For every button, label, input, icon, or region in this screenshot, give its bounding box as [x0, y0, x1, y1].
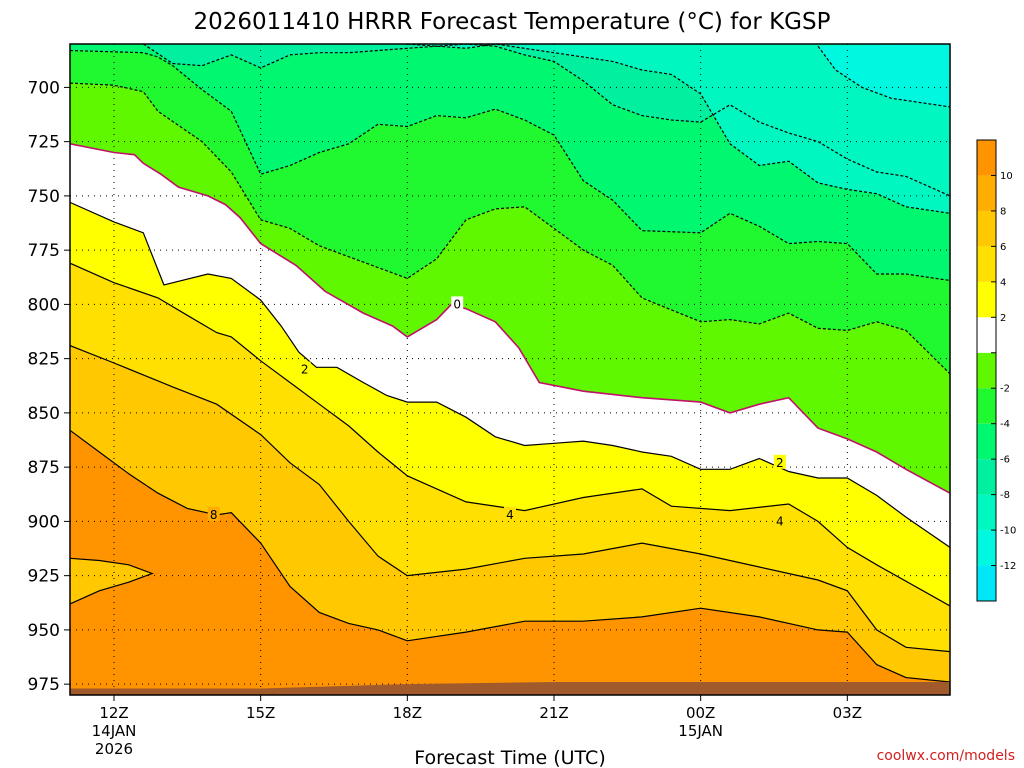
isotherm-lines [70, 44, 950, 683]
contour-label-4C: 4 [506, 508, 514, 522]
colorbar-swatch [977, 530, 996, 566]
isotherm-4C [70, 262, 950, 607]
contour-label-bg [451, 296, 464, 311]
colorbar-swatch [977, 281, 996, 318]
ytick-label-875: 875 [28, 458, 60, 478]
ytick-label-750: 750 [28, 187, 60, 207]
contour-label-0C: 0 [453, 297, 461, 311]
colorbar-swatch [977, 352, 996, 389]
colorbar-label--4: -4 [1000, 419, 1010, 430]
xtick-label-00z: 00Z [686, 704, 715, 722]
fill-band-above-8C [70, 558, 153, 604]
colorbar-label--8: -8 [1000, 490, 1010, 501]
colorbar-swatch [977, 210, 996, 247]
xtick-label-15jan: 15JAN [678, 722, 723, 740]
ytick-label-800: 800 [28, 295, 60, 315]
xtick-label-21z: 21Z [539, 704, 568, 722]
colorbar-swatch [977, 565, 996, 601]
ytick-label-775: 775 [28, 241, 60, 261]
contour-label-bg [773, 454, 786, 469]
contour-labels: 8 4 2 0 2 4 [207, 296, 786, 528]
colorbar-label-10: 10 [1000, 171, 1013, 182]
colorbar-label--12: -12 [1000, 561, 1016, 572]
isotherm--6C [142, 44, 950, 197]
colorbar-frame [976, 139, 997, 602]
contour-label-bg [298, 361, 311, 376]
xtick-label-2026: 2026 [95, 740, 133, 758]
ytick-label-975: 975 [28, 675, 60, 695]
credit-link[interactable]: coolwx.com/models [877, 748, 1015, 764]
colorbar-swatch [977, 494, 996, 531]
colorbar-label-2: 2 [1000, 313, 1006, 324]
colorbar-swatch [977, 175, 996, 211]
temperature-fill-layer [70, 44, 950, 695]
colorbar-label-4: 4 [1000, 277, 1006, 288]
isotherm--8C [407, 44, 950, 214]
xtick-label-03z: 03Z [833, 704, 862, 722]
xtick-label-12z: 12Z [99, 704, 128, 722]
colorbar-swatch [977, 317, 996, 353]
ground-fill [70, 682, 950, 695]
plot-frame [69, 43, 951, 696]
isotherm-2C [70, 201, 950, 548]
isotherm-8C [70, 429, 950, 683]
contour-label-bg [207, 506, 220, 521]
contour-label-8C: 8 [210, 508, 218, 522]
colorbar-swatch [977, 423, 996, 460]
isotherm--10C [817, 45, 950, 108]
isotherm--4C [70, 49, 950, 282]
chart-title: 2026011410 HRRR Forecast Temperature (°C… [194, 9, 831, 35]
x-axis-label: Forecast Time (UTC) [414, 747, 605, 768]
contour-label-2C: 2 [776, 456, 784, 470]
ground-layer [70, 682, 950, 695]
ytick-label-725: 725 [28, 133, 60, 153]
colorbar-label-6: 6 [1000, 242, 1006, 253]
xtick-label-15z: 15Z [246, 704, 275, 722]
contour-label-bg [773, 513, 786, 528]
ytick-label-850: 850 [28, 404, 60, 424]
ytick-label-825: 825 [28, 350, 60, 370]
contour-label-bg [504, 506, 516, 521]
colorbar-label--2: -2 [1000, 384, 1010, 395]
contour-label-2C: 2 [301, 363, 309, 377]
isotherm-0C [70, 143, 950, 494]
colorbar-swatch [977, 459, 996, 495]
ytick-label-900: 900 [28, 512, 60, 532]
colorbar-label--6: -6 [1000, 455, 1010, 466]
isotherm--2C [70, 82, 950, 375]
xtick-label-14jan: 14JAN [92, 722, 137, 740]
y-axis-ticks: 700 725 750 775 800 825 850 875 900 925 950 975 [28, 78, 70, 695]
colorbar-label--10: -10 [1000, 526, 1016, 537]
colorbar: -12 -10 -8 -6 -4 -2 2 4 6 8 10 [976, 139, 1016, 602]
colorbar-swatch [977, 388, 996, 424]
colorbar-label-8: 8 [1000, 206, 1006, 217]
fill-band-above--10C [818, 44, 950, 107]
ytick-label-700: 700 [28, 78, 60, 98]
contour-label-4C: 4 [776, 514, 784, 528]
xtick-label-18z: 18Z [393, 704, 422, 722]
colorbar-swatch [977, 140, 996, 176]
fill-band-above--8C [407, 44, 950, 214]
ytick-label-950: 950 [28, 621, 60, 641]
colorbar-swatch [977, 246, 996, 282]
isotherm-8C [70, 557, 154, 605]
isotherm-6C [70, 345, 950, 653]
ytick-label-925: 925 [28, 567, 60, 587]
